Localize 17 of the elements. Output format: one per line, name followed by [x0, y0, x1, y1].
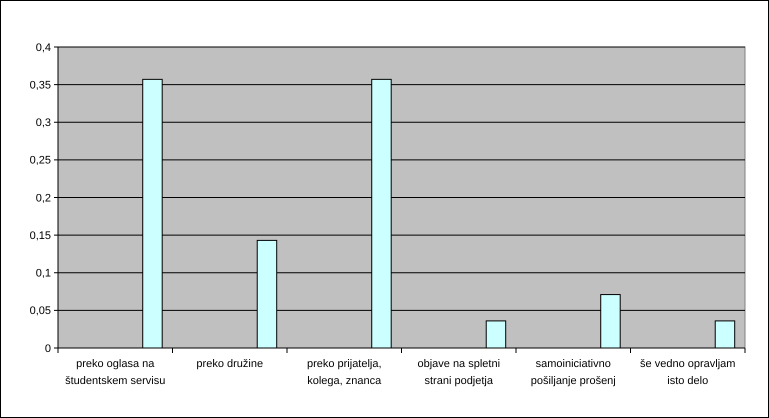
x-tick-label: samoiniciativno pošiljanje prošenj [530, 358, 616, 387]
y-tick-label: 0 [44, 342, 51, 355]
y-tick-label: 0,15 [30, 230, 51, 242]
x-tick-label: preko oglasa na študentskem servisu [65, 358, 166, 387]
bar [714, 320, 736, 348]
x-tick-label: preko družine [196, 358, 264, 370]
x-tick-label: še vedno opravljam isto delo [640, 358, 736, 387]
y-tick-label: 0,25 [30, 154, 51, 167]
y-tick-label: 0,05 [30, 305, 51, 318]
y-tick-label: 0,3 [36, 117, 51, 130]
y-tick-label: 0,4 [36, 42, 51, 54]
x-tick-label: preko prijatelja, kolega, znanca [306, 358, 382, 387]
y-tick-label: 0,35 [30, 79, 51, 92]
x-tick-label: objave na spletni strani podjetja [417, 358, 500, 387]
y-tick-label: 0,1 [36, 268, 51, 280]
y-tick-label: 0,2 [36, 192, 51, 204]
bar [486, 320, 506, 348]
